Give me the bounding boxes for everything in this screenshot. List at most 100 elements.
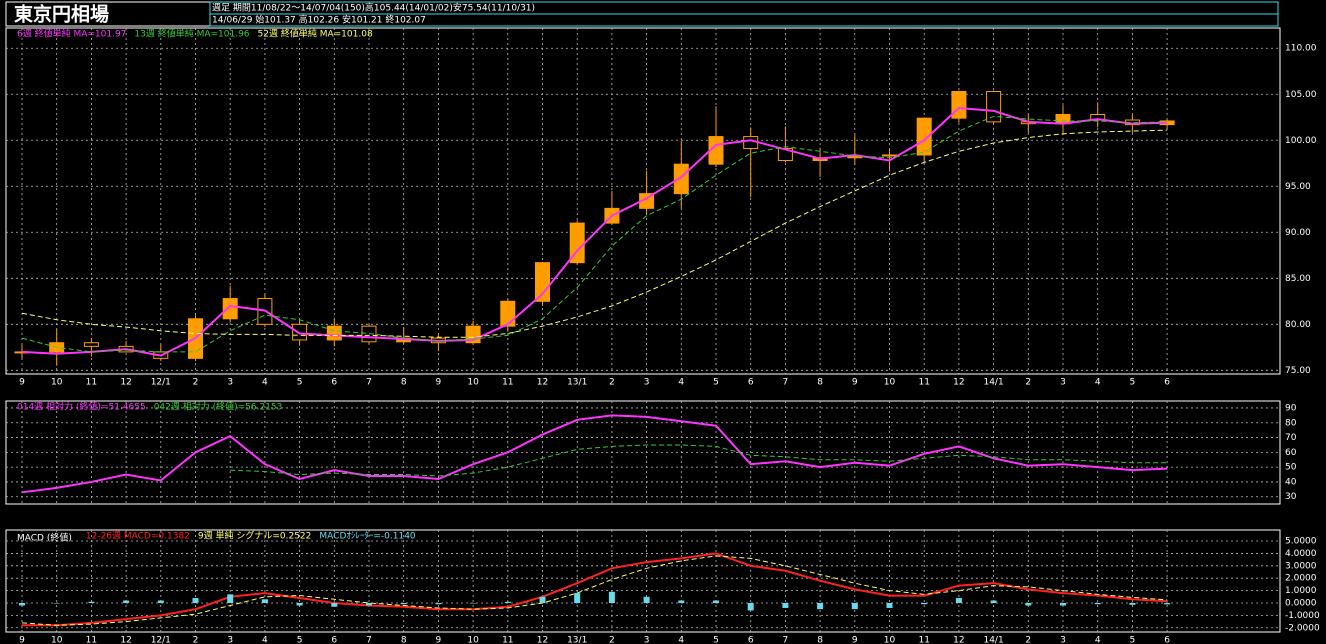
x-tick-label: 2 (193, 378, 199, 388)
y-tick-label: 110.00 (1285, 44, 1317, 54)
oscillator-bar (470, 602, 477, 604)
oscillator-bar (1129, 602, 1136, 605)
oscillator-bar (1025, 602, 1032, 606)
oscillator-bar (123, 600, 130, 603)
x-tick-label: 2 (1025, 636, 1031, 644)
oscillator-bar (886, 602, 893, 608)
y-tick-label: 90 (1285, 403, 1297, 413)
x-tick-label: 6 (331, 378, 337, 388)
y-tick-label: 100.00 (1285, 136, 1317, 146)
y-tick-label: 3.0000 (1285, 561, 1317, 571)
x-tick-label: 3 (227, 378, 233, 388)
legend-entry: 042週 相対力 (終値)=56.2153 (154, 401, 283, 413)
y-tick-label: 75.00 (1285, 366, 1311, 376)
y-tick-label: 90.00 (1285, 228, 1311, 238)
legend-entry: 13週 終値単純 MA=101.96 (134, 28, 249, 40)
header-row (209, 13, 1279, 27)
candle-body (673, 163, 689, 195)
oscillator-bar (157, 600, 164, 603)
x-tick-label: 8 (401, 636, 407, 644)
candle-body (882, 154, 897, 157)
x-tick-label: 12 (537, 636, 548, 644)
series-line (22, 552, 1168, 627)
y-tick-label: 1.0000 (1285, 586, 1317, 596)
x-tick-label: 7 (366, 378, 372, 388)
y-tick-label: 70 (1285, 433, 1297, 443)
x-tick-label: 12 (120, 378, 131, 388)
y-tick-label: 4.0000 (1285, 549, 1317, 559)
legend-entry: MACDｵｼﾚｰﾀｰ=-0.1140 (319, 531, 416, 542)
x-tick-label: 10 (467, 636, 479, 644)
oscillator-bar (192, 598, 199, 603)
x-tick-label: 10 (884, 636, 896, 644)
series-line (21, 414, 1168, 494)
candle-body (535, 262, 550, 302)
x-tick-label: 4 (678, 636, 684, 644)
x-tick-label: 2 (1025, 378, 1031, 388)
oscillator-bar (955, 598, 962, 603)
x-tick-label: 4 (262, 378, 268, 388)
x-tick-label: 4 (262, 636, 268, 644)
y-tick-label: -1.0000 (1285, 611, 1320, 621)
y-tick-label: 105.00 (1285, 90, 1317, 100)
x-tick-label: 2 (609, 378, 615, 388)
x-tick-label: 7 (783, 636, 789, 644)
x-tick-label: 7 (783, 378, 789, 388)
header-ohlc: 14/06/29 始101.37 高102.26 安101.21 終102.07 (212, 14, 426, 26)
candle-body (326, 325, 342, 341)
oscillator-bar (227, 594, 234, 603)
legend-entry: 9週 単純 シグナル=0.2522 (198, 530, 311, 542)
oscillator-bar (921, 602, 928, 605)
x-tick-label: 12 (953, 378, 964, 388)
panel-title: MACD (終値) (17, 532, 72, 544)
oscillator-bar (400, 602, 407, 605)
oscillator-bar (851, 602, 858, 610)
x-tick-label: 14/1 (983, 378, 1003, 388)
series-line (21, 129, 1168, 338)
y-tick-label: 0.0000 (1285, 598, 1317, 608)
oscillator-bar (331, 602, 338, 607)
x-tick-label: 11 (86, 636, 97, 644)
candle-body (951, 90, 967, 119)
x-tick-label: 10 (884, 378, 896, 388)
x-tick-label: 12/1 (151, 378, 171, 388)
y-tick-label: 50 (1285, 463, 1297, 473)
x-tick-label: 13/1 (567, 636, 587, 644)
candle-body (916, 117, 932, 156)
oscillator-bar (504, 601, 511, 603)
x-tick-label: 5 (297, 636, 303, 644)
oscillator-bar (366, 602, 372, 606)
x-tick-label: 11 (918, 636, 929, 644)
oscillator-bar (782, 602, 789, 608)
x-tick-label: 9 (19, 636, 25, 644)
x-tick-label: 9 (852, 378, 858, 388)
x-tick-label: 3 (644, 636, 650, 644)
x-tick-label: 11 (86, 378, 97, 388)
x-tick-label: 8 (401, 378, 407, 388)
x-tick-label: 10 (51, 378, 63, 388)
x-tick-label: 9 (852, 636, 858, 644)
series-line (21, 107, 1168, 357)
x-tick-label: 13/1 (567, 378, 587, 388)
x-tick-label: 5 (297, 378, 303, 388)
y-tick-label: 30 (1285, 492, 1297, 502)
oscillator-bar (19, 602, 25, 606)
x-tick-label: 9 (436, 636, 442, 644)
header-info: 週足 期間11/08/22～14/07/04(150)高105.44(14/01… (212, 2, 535, 14)
panel-frame (5, 27, 1281, 375)
y-tick-label: 60 (1285, 448, 1297, 458)
series-line (230, 444, 1168, 477)
y-tick-label: -2.0000 (1285, 623, 1320, 633)
x-tick-label: 3 (1060, 378, 1066, 388)
x-tick-label: 3 (644, 378, 650, 388)
y-tick-label: 5.0000 (1285, 537, 1317, 547)
oscillator-bar (713, 600, 719, 603)
oscillator-bar (53, 602, 60, 604)
x-tick-label: 2 (193, 636, 199, 644)
x-tick-label: 10 (51, 636, 63, 644)
candle-body (83, 342, 99, 347)
y-tick-label: 85.00 (1285, 274, 1311, 284)
x-tick-label: 2 (609, 636, 615, 644)
oscillator-bar (261, 599, 268, 603)
oscillator-bar (747, 602, 754, 611)
